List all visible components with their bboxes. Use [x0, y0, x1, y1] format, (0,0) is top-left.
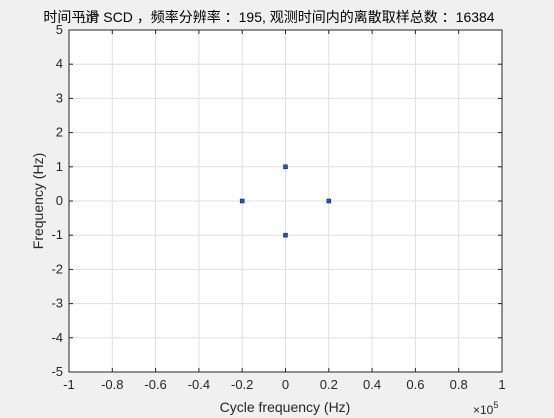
y-tick-label: -4: [51, 330, 63, 345]
y-exponent-label: 104: [80, 9, 98, 26]
y-axis-label: Frequency (Hz): [30, 153, 46, 249]
x-tick-label: 0.2: [320, 377, 338, 392]
y-tick-label: 4: [56, 56, 63, 71]
y-tick-label: 1: [56, 159, 63, 174]
y-tick-label: 5: [56, 22, 63, 37]
x-tick-label: -0.6: [144, 377, 166, 392]
data-markers: [239, 164, 332, 238]
y-tick-label: -1: [51, 227, 63, 242]
y-tick-label: 0: [56, 193, 63, 208]
y-tick-label: -2: [51, 261, 63, 276]
x-tick-label: 1: [498, 377, 505, 392]
x-axis-label: Cycle frequency (Hz): [220, 399, 351, 415]
y-tick-label: -5: [51, 364, 63, 379]
x-tick-label: 0.4: [363, 377, 381, 392]
x-tick-label: 0: [282, 377, 289, 392]
y-tick-label: -3: [51, 296, 63, 311]
ticks: [68, 29, 503, 373]
y-tick-labels: -5 -4 -3 -2 -1 0 1 2 3 4 5: [51, 22, 63, 379]
chart-title: 时间平滑 SCD ，频率分辨率 ：195, 观测时间内的离散取样总数 ：1638…: [43, 9, 494, 25]
y-tick-label: 3: [56, 90, 63, 105]
x-tick-label: 0.6: [406, 377, 424, 392]
x-tick-label: -0.2: [231, 377, 253, 392]
data-point: [326, 198, 332, 204]
x-tick-label: -1: [63, 377, 75, 392]
y-tick-label: 2: [56, 125, 63, 140]
x-exponent-label: ×105: [473, 400, 498, 417]
x-tick-label: -0.4: [188, 377, 210, 392]
x-tick-label: 0.8: [450, 377, 468, 392]
x-tick-labels: -1 -0.8 -0.6 -0.4 -0.2 0 0.2 0.4 0.6 0.8 1: [63, 377, 505, 392]
data-point: [283, 232, 288, 238]
x-tick-label: -0.8: [101, 377, 123, 392]
data-point: [283, 164, 288, 170]
data-point: [239, 198, 245, 204]
